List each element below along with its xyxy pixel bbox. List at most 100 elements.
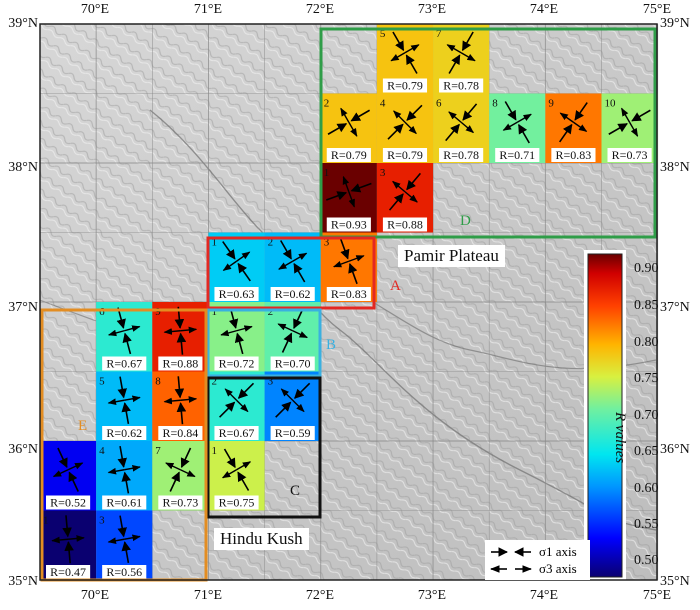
lon-label: 75°E [642, 2, 672, 17]
r-value-box [270, 287, 315, 301]
r-value-box [102, 565, 147, 579]
sigma3-arrow [460, 121, 475, 134]
region-letters: A B C D E [78, 213, 471, 499]
colorbar-tick: 0.50 [634, 553, 659, 568]
sigma1-arrow [222, 241, 236, 260]
r-value-box [382, 148, 428, 162]
sigma3-arrow [292, 399, 305, 413]
stress-cell: R=0.47 1 [40, 510, 97, 580]
region-box-b [206, 308, 322, 378]
sigma3-arrow [236, 399, 249, 413]
stress-cell: R=0.61 4 [96, 441, 153, 511]
stress-cell: R=0.83 3 [320, 232, 377, 302]
sigma1-arrow [462, 103, 478, 121]
cell-number: 4 [99, 445, 105, 457]
sigma1-arrow [388, 193, 404, 211]
r-value-box [326, 217, 371, 232]
sigma3-arrow [236, 461, 252, 471]
stress-cell: R=0.78 6 [433, 93, 490, 163]
stress-cell: R=0.73 10 [601, 93, 658, 163]
sigma3-arrow [404, 44, 420, 54]
sigma3-arrow [280, 388, 294, 401]
cell-number: 9 [548, 98, 554, 110]
stress-cell: R=0.70 2 [264, 302, 321, 372]
cell-number: 4 [380, 98, 386, 110]
r-value-box [214, 495, 259, 510]
lat-label: 35°N [660, 574, 690, 589]
lon-label: 71°E [193, 588, 223, 603]
sigma3-arrow [107, 398, 125, 406]
colorbar-title: R values [612, 412, 628, 464]
legend-sigma3-label: σ3 axis [539, 561, 577, 576]
lat-label: 36°N [8, 442, 38, 457]
sigma3-arrow [180, 326, 198, 334]
cell-number: 7 [155, 445, 161, 457]
sigma1-arrow [281, 332, 293, 353]
sigma1-arrow [448, 54, 461, 74]
cell-number: 2 [268, 306, 274, 318]
sigma3-arrow [222, 260, 237, 272]
region-letter-e: E [78, 418, 87, 434]
r-value-label: R=0.84 [162, 426, 198, 440]
sigma3-arrow [68, 535, 85, 542]
r-value-label: R=0.62 [106, 426, 142, 440]
stress-cell: R=0.75 1 [208, 441, 265, 511]
stress-cell: R=0.62 5 [96, 371, 153, 441]
r-value-box [270, 356, 315, 371]
sigma3-arrow [67, 462, 84, 471]
r-value-box [607, 148, 652, 162]
r-value-box [439, 78, 484, 93]
sigma3-arrow [163, 397, 181, 405]
sigma3-arrow [502, 121, 518, 131]
region-box-d [319, 27, 657, 239]
cell-number: 1 [211, 445, 217, 457]
sigma3-arrow [559, 112, 574, 123]
sigma3-arrow [292, 330, 308, 339]
sigma1-arrow [117, 445, 127, 468]
place-label-pamir: Pamir Plateau [398, 245, 505, 267]
cell-number: 9 [155, 306, 161, 318]
lon-label: 74°E [529, 2, 559, 17]
sigma3-arrow [107, 329, 125, 337]
sigma1-arrow [117, 515, 127, 538]
stress-cell: R=0.84 8 [152, 371, 209, 441]
sigma1-arrow [121, 471, 131, 494]
sigma1-arrow [237, 471, 250, 491]
cell-number: 3 [268, 376, 274, 388]
sigma1-arrow [218, 401, 236, 418]
sigma1-arrow [62, 515, 72, 538]
legend-arrow-icons [490, 547, 532, 573]
sigma3-arrow [124, 395, 141, 403]
arrow-legend: σ1 axis σ3 axis [485, 540, 590, 580]
r-value-label: R=0.73 [612, 148, 648, 162]
sigma3-arrow [448, 111, 462, 123]
cell-number: 3 [380, 167, 386, 179]
sigma1-arrow [348, 263, 358, 285]
colorbar-tick: 0.90 [634, 261, 659, 276]
r-value-label: R=0.67 [106, 357, 142, 371]
lat-label: 35°N [8, 574, 38, 589]
lon-label: 72°E [305, 588, 335, 603]
sigma1-arrow [176, 402, 187, 425]
stress-cell: R=0.79 4 [376, 93, 434, 163]
colorbar-tick: 0.75 [634, 371, 659, 386]
lon-label: 70°E [80, 2, 110, 17]
sigma3-arrow [180, 469, 196, 478]
lat-label: 38°N [660, 160, 690, 175]
sigma1-arrow [68, 471, 79, 492]
r-value-box [46, 565, 91, 579]
sigma3-arrow [124, 464, 141, 472]
colorbar-tick: 0.55 [634, 517, 659, 532]
cell-number: 3 [324, 237, 330, 249]
cell-number: 6 [99, 306, 105, 318]
r-value-label: R=0.71 [499, 148, 535, 162]
sigma1-arrow [445, 123, 460, 142]
sigma3-arrow [163, 328, 181, 335]
lat-label: 39°N [660, 16, 690, 31]
colorbar [584, 250, 626, 580]
stress-cell: R=0.71 8 [489, 93, 546, 163]
r-value-box [102, 356, 147, 371]
sigma3-arrow [220, 329, 237, 337]
sigma1-arrow [121, 541, 131, 564]
